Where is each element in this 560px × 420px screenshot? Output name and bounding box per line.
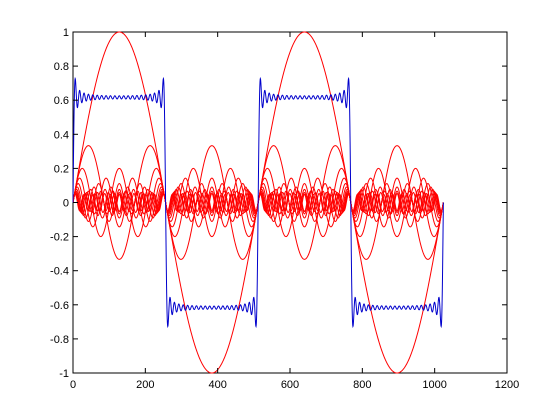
x-axis: 0 200 400 600 800 1000 1200 <box>70 32 519 391</box>
y-tick-label: 1 <box>63 27 69 39</box>
y-tick-label: 0 <box>63 198 69 210</box>
x-tick-label: 400 <box>208 379 226 391</box>
x-tick-label: 1000 <box>422 379 446 391</box>
square-wave-series <box>72 76 444 329</box>
y-tick-label: 0.2 <box>54 163 69 175</box>
y-tick-label: -0.2 <box>50 232 69 244</box>
y-tick-label: 0.4 <box>54 129 69 141</box>
x-tick-label: 1200 <box>495 379 519 391</box>
y-tick-label: -0.8 <box>50 334 69 346</box>
square-wave-line <box>72 76 444 329</box>
y-tick-label: -1 <box>59 368 69 380</box>
x-tick-label: 0 <box>70 379 76 391</box>
y-tick-label: 0.6 <box>54 95 69 107</box>
y-tick-label: 0.8 <box>54 61 69 73</box>
y-tick-label: -0.6 <box>50 300 69 312</box>
x-tick-label: 800 <box>353 379 371 391</box>
y-tick-label: -0.4 <box>50 266 69 278</box>
x-tick-label: 600 <box>281 379 299 391</box>
y-axis: -1 -0.8 -0.6 -0.4 -0.2 0 0.2 0.4 0.6 0.8 1 <box>50 27 507 380</box>
x-tick-label: 200 <box>136 379 154 391</box>
